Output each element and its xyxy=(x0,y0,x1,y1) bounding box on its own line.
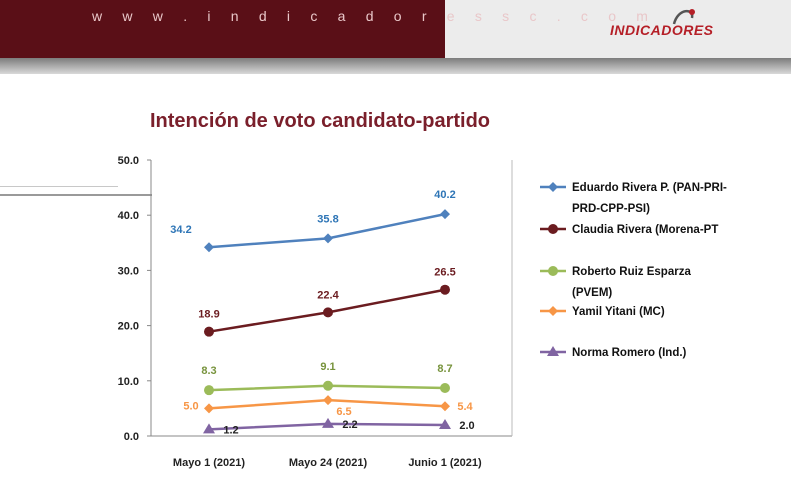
data-point xyxy=(204,242,214,253)
data-point xyxy=(323,380,333,391)
legend-label: Yamil Yitani (MC) xyxy=(572,306,665,318)
data-label: 35.8 xyxy=(317,213,338,225)
data-point xyxy=(547,346,559,356)
legend-label: Roberto Ruiz Esparza xyxy=(572,266,691,278)
chart-title: Intención de voto candidato-partido xyxy=(150,110,490,132)
data-point xyxy=(440,284,450,295)
legend-label: Eduardo Rivera P. (PAN-PRI- xyxy=(572,182,727,194)
legend-label: Norma Romero (Ind.) xyxy=(572,347,687,359)
data-point xyxy=(440,209,450,220)
header-banner: w w w . i n d i c a d o r e s s c . c o … xyxy=(0,0,791,74)
data-label: 9.1 xyxy=(320,361,335,373)
y-tick-label: 40.0 xyxy=(118,210,139,222)
side-rule xyxy=(0,186,118,187)
data-point xyxy=(440,382,450,393)
data-point xyxy=(548,306,558,316)
legend-label: PRD-CPP-PSI) xyxy=(572,203,650,215)
data-point xyxy=(204,403,214,414)
data-point xyxy=(323,307,333,318)
data-label: 26.5 xyxy=(434,267,455,279)
logo-swirl-icon xyxy=(672,9,695,25)
data-point xyxy=(203,423,215,434)
legend-label: Claudia Rivera (Morena-PT xyxy=(572,224,718,236)
y-tick-label: 10.0 xyxy=(118,376,139,388)
y-tick-label: 20.0 xyxy=(118,321,139,333)
y-tick-label: 50.0 xyxy=(118,155,139,167)
legend-label: (PVEM) xyxy=(572,287,612,299)
data-label: 5.0 xyxy=(183,400,198,412)
data-label: 34.2 xyxy=(170,224,191,236)
data-label: 22.4 xyxy=(317,289,339,301)
x-tick-label: Mayo 1 (2021) xyxy=(173,457,245,469)
data-point xyxy=(204,326,214,337)
data-point xyxy=(548,224,558,234)
header-shadow xyxy=(0,58,791,74)
data-label: 2.2 xyxy=(342,419,357,431)
data-label: 5.4 xyxy=(457,401,473,413)
data-label: 18.9 xyxy=(198,309,219,321)
x-tick-label: Junio 1 (2021) xyxy=(408,457,482,469)
data-label: 40.2 xyxy=(434,189,455,201)
indicadores-logo: INDICADORES xyxy=(610,9,730,46)
data-point xyxy=(323,395,333,406)
y-tick-label: 30.0 xyxy=(118,265,139,277)
y-tick-label: 0.0 xyxy=(124,431,139,443)
data-point xyxy=(548,266,558,276)
data-label: 8.7 xyxy=(437,363,452,375)
data-point xyxy=(439,418,451,429)
header-url[interactable]: w w w . i n d i c a d o r e s s c . c o … xyxy=(92,8,657,24)
data-point xyxy=(204,385,214,396)
data-point xyxy=(548,182,558,192)
data-label: 1.2 xyxy=(223,424,238,436)
data-point xyxy=(440,401,450,412)
x-tick-label: Mayo 24 (2021) xyxy=(289,457,368,469)
data-label: 2.0 xyxy=(459,420,474,432)
data-point xyxy=(323,233,333,244)
header-red-band xyxy=(0,0,445,62)
data-label: 8.3 xyxy=(201,365,216,377)
logo-text: INDICADORES xyxy=(610,22,714,38)
data-label: 6.5 xyxy=(336,406,351,418)
data-point xyxy=(322,417,334,428)
side-rule xyxy=(0,194,152,196)
